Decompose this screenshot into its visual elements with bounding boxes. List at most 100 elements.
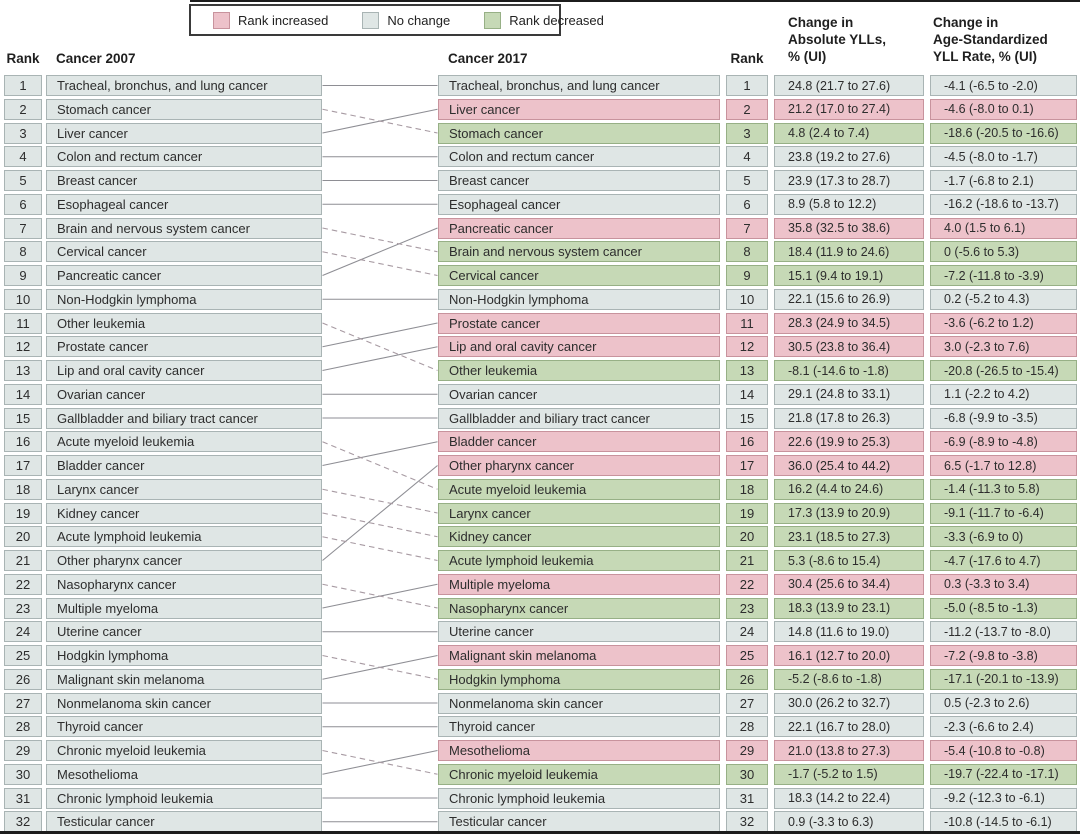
table-row: 32 Testicular cancer Testicular cancer 32 0.… xyxy=(0,811,1080,833)
table-row: 30 Mesothelioma Chronic myeloid leukemia 30… xyxy=(0,763,1080,785)
age-std-cell: -9.1 (-11.7 to -6.4) xyxy=(930,502,1077,524)
abs-ylls-cell: 30.4 (25.6 to 34.4) xyxy=(774,573,924,595)
age-std-cell: -19.7 (-22.4 to -17.1) xyxy=(930,763,1077,785)
rank-2007-cell: 10 xyxy=(4,288,42,310)
rank-2017-cell: 9 xyxy=(726,265,768,286)
cancer-2007-cell: Bladder cancer xyxy=(46,455,322,476)
table-row: 20 Acute lymphoid leukemia Kidney cancer 20… xyxy=(0,526,1080,548)
rank-2007-cell: 28 xyxy=(4,716,42,738)
rank-2007-cell: 7 xyxy=(4,217,42,239)
rank-2007-cell: 19 xyxy=(4,502,42,524)
abs-ylls-cell: 16.2 (4.4 to 24.6) xyxy=(774,478,924,500)
table-row: 16 Acute myeloid leukemia Bladder cancer 16… xyxy=(0,431,1080,453)
table-row: 22 Nasopharynx cancer Multiple myeloma 22 30… xyxy=(0,573,1080,595)
rank-2007-cell: 22 xyxy=(4,573,42,595)
table-row: 27 Nonmelanoma skin cancer Nonmelanoma ski… xyxy=(0,692,1080,714)
age-std-cell: 6.5 (-1.7 to 12.8) xyxy=(930,455,1077,476)
rank-2017-cell: 14 xyxy=(726,383,768,405)
cancer-2007-cell: Ovarian cancer xyxy=(46,383,322,405)
rank-2017-cell: 6 xyxy=(726,193,768,215)
cancer-2017-cell: Cervical cancer xyxy=(438,265,720,286)
table-row: 12 Prostate cancer Lip and oral cavity can… xyxy=(0,336,1080,358)
rank-2007-cell: 20 xyxy=(4,526,42,548)
age-std-cell: -1.4 (-11.3 to 5.8) xyxy=(930,478,1077,500)
column-header-cancer-2017: Cancer 2017 xyxy=(448,51,528,66)
rank-2017-cell: 5 xyxy=(726,170,768,191)
bottom-rule xyxy=(0,831,1080,834)
rank-2017-cell: 32 xyxy=(726,811,768,833)
abs-ylls-cell: 30.5 (23.8 to 36.4) xyxy=(774,336,924,358)
cancer-2017-cell: Chronic lymphoid leukemia xyxy=(438,787,720,809)
age-std-cell: -16.2 (-18.6 to -13.7) xyxy=(930,193,1077,215)
cancer-2017-cell: Hodgkin lymphoma xyxy=(438,668,720,690)
cancer-2017-cell: Tracheal, bronchus, and lung cancer xyxy=(438,75,720,96)
rank-2017-cell: 29 xyxy=(726,740,768,761)
cancer-2007-cell: Chronic lymphoid leukemia xyxy=(46,787,322,809)
rank-link-line xyxy=(322,583,438,609)
rank-link-line xyxy=(322,536,438,562)
rank-change-connectors xyxy=(322,84,438,823)
cancer-2017-cell: Esophageal cancer xyxy=(438,193,720,215)
abs-ylls-cell: 29.1 (24.8 to 33.1) xyxy=(774,383,924,405)
rank-2007-cell: 29 xyxy=(4,740,42,761)
cancer-2007-cell: Hodgkin lymphoma xyxy=(46,645,322,666)
cancer-2007-cell: Kidney cancer xyxy=(46,502,322,524)
abs-ylls-cell: 0.9 (-3.3 to 6.3) xyxy=(774,811,924,833)
age-std-cell: -11.2 (-13.7 to -8.0) xyxy=(930,621,1077,643)
top-rule xyxy=(190,0,1080,2)
age-std-cell: 0 (-5.6 to 5.3) xyxy=(930,241,1077,263)
abs-ylls-cell: 30.0 (26.2 to 32.7) xyxy=(774,692,924,714)
legend-item-no-change: No change xyxy=(362,11,450,29)
cancer-2017-cell: Lip and oral cavity cancer xyxy=(438,336,720,358)
cancer-2017-cell: Nonmelanoma skin cancer xyxy=(438,692,720,714)
rank-2007-cell: 30 xyxy=(4,763,42,785)
rank-2017-cell: 22 xyxy=(726,573,768,595)
age-std-cell: -4.6 (-8.0 to 0.1) xyxy=(930,98,1077,120)
abs-ylls-cell: 23.9 (17.3 to 28.7) xyxy=(774,170,924,191)
table-row: 19 Kidney cancer Larynx cancer 19 17.3 (13.9… xyxy=(0,502,1080,524)
cancer-2007-cell: Esophageal cancer xyxy=(46,193,322,215)
abs-ylls-cell: -8.1 (-14.6 to -1.8) xyxy=(774,360,924,381)
rank-link-line xyxy=(322,749,438,775)
rank-link-line xyxy=(322,441,438,467)
table-row: 23 Multiple myeloma Nasopharynx cancer 23 18… xyxy=(0,597,1080,619)
rank-link-line xyxy=(322,227,438,253)
abs-ylls-cell: 14.8 (11.6 to 19.0) xyxy=(774,621,924,643)
table-row: 17 Bladder cancer Other pharynx cancer 17 36… xyxy=(0,455,1080,476)
age-std-cell: -9.2 (-12.3 to -6.1) xyxy=(930,787,1077,809)
rank-2017-cell: 26 xyxy=(726,668,768,690)
cancer-2007-cell: Acute myeloid leukemia xyxy=(46,431,322,453)
rank-decreased-swatch-icon xyxy=(484,11,502,29)
rank-2007-cell: 11 xyxy=(4,312,42,334)
abs-ylls-cell: 22.1 (16.7 to 28.0) xyxy=(774,716,924,738)
cancer-2007-cell: Uterine cancer xyxy=(46,621,322,643)
cancer-2007-cell: Mesothelioma xyxy=(46,763,322,785)
rank-2017-cell: 18 xyxy=(726,478,768,500)
rank-2007-cell: 9 xyxy=(4,265,42,286)
rank-2007-cell: 14 xyxy=(4,383,42,405)
cancer-2017-cell: Multiple myeloma xyxy=(438,573,720,595)
cancer-2017-cell: Larynx cancer xyxy=(438,502,720,524)
abs-ylls-cell: 23.1 (18.5 to 27.3) xyxy=(774,526,924,548)
table-row: 3 Liver cancer Stomach cancer 3 4.8 (2.4 to … xyxy=(0,122,1080,144)
cancer-2007-cell: Acute lymphoid leukemia xyxy=(46,526,322,548)
age-std-cell: 3.0 (-2.3 to 7.6) xyxy=(930,336,1077,358)
rank-2017-cell: 11 xyxy=(726,312,768,334)
rank-2017-cell: 7 xyxy=(726,217,768,239)
column-header-change-age-standardized: Change in Age-Standardized YLL Rate, % (… xyxy=(933,15,1048,64)
age-std-cell: -5.0 (-8.5 to -1.3) xyxy=(930,597,1077,619)
abs-ylls-cell: 28.3 (24.9 to 34.5) xyxy=(774,312,924,334)
age-std-cell: 0.2 (-5.2 to 4.3) xyxy=(930,288,1077,310)
rank-2017-cell: 27 xyxy=(726,692,768,714)
cancer-2007-cell: Chronic myeloid leukemia xyxy=(46,740,322,761)
rank-link-line xyxy=(322,512,438,538)
cancer-2007-cell: Non-Hodgkin lymphoma xyxy=(46,288,322,310)
cancer-2017-cell: Colon and rectum cancer xyxy=(438,146,720,168)
table-row: 2 Stomach cancer Liver cancer 2 21.2 (17.0 t… xyxy=(0,98,1080,120)
rank-2017-cell: 25 xyxy=(726,645,768,666)
cancer-2007-cell: Stomach cancer xyxy=(46,98,322,120)
rank-2017-cell: 16 xyxy=(726,431,768,453)
cancer-2017-cell: Thyroid cancer xyxy=(438,716,720,738)
legend-item-rank-increased: Rank increased xyxy=(213,11,328,29)
